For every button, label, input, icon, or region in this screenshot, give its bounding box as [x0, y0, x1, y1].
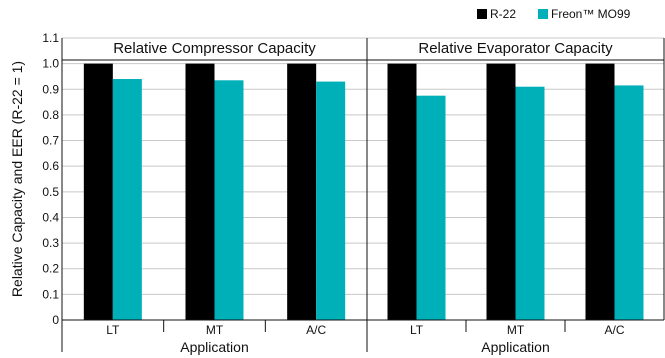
legend-swatch: [538, 9, 548, 19]
y-tick-label: 0: [52, 313, 59, 327]
y-tick-label: 0.6: [42, 159, 59, 173]
bar-freon-mo99: [416, 95, 446, 320]
x-tick-label: MT: [507, 323, 525, 337]
y-tick-label: 0.9: [42, 82, 59, 96]
y-tick-label: 1.0: [42, 57, 59, 71]
bar-freon-mo99: [112, 79, 142, 320]
panel-title: Relative Compressor Capacity: [113, 40, 316, 57]
y-tick-label: 0.8: [42, 108, 59, 122]
bar-r22: [486, 63, 516, 321]
x-axis-title: Application: [481, 339, 550, 355]
y-tick-label: 0.3: [42, 236, 59, 250]
bar-freon-mo99: [515, 86, 545, 320]
y-tick-label: 1.1: [42, 31, 59, 45]
x-tick-label: LT: [106, 323, 120, 337]
y-tick-label: 0.4: [42, 210, 59, 224]
legend-label: Freon™ MO99: [551, 7, 631, 21]
y-tick-label: 0.2: [42, 262, 59, 276]
bar-freon-mo99: [316, 81, 346, 320]
bar-r22: [185, 63, 215, 321]
bar-freon-mo99: [614, 85, 644, 320]
x-tick-label: MT: [206, 323, 224, 337]
bar-r22: [287, 63, 317, 321]
x-tick-label: A/C: [306, 323, 326, 337]
bar-r22: [387, 63, 417, 321]
bar-freon-mo99: [214, 80, 244, 320]
y-tick-label: 0.7: [42, 134, 59, 148]
y-tick-label: 0.1: [42, 287, 59, 301]
panel-title: Relative Evaporator Capacity: [418, 40, 613, 57]
y-tick-label: 0.5: [42, 185, 59, 199]
x-axis-title: Application: [180, 339, 249, 355]
legend-swatch: [477, 9, 487, 19]
x-tick-label: LT: [410, 323, 424, 337]
y-axis-title: Relative Capacity and EER (R-22 = 1): [9, 61, 25, 297]
x-tick-label: A/C: [604, 323, 624, 337]
bar-r22: [585, 63, 615, 321]
legend-label: R-22: [490, 7, 516, 21]
bar-r22: [83, 63, 113, 321]
